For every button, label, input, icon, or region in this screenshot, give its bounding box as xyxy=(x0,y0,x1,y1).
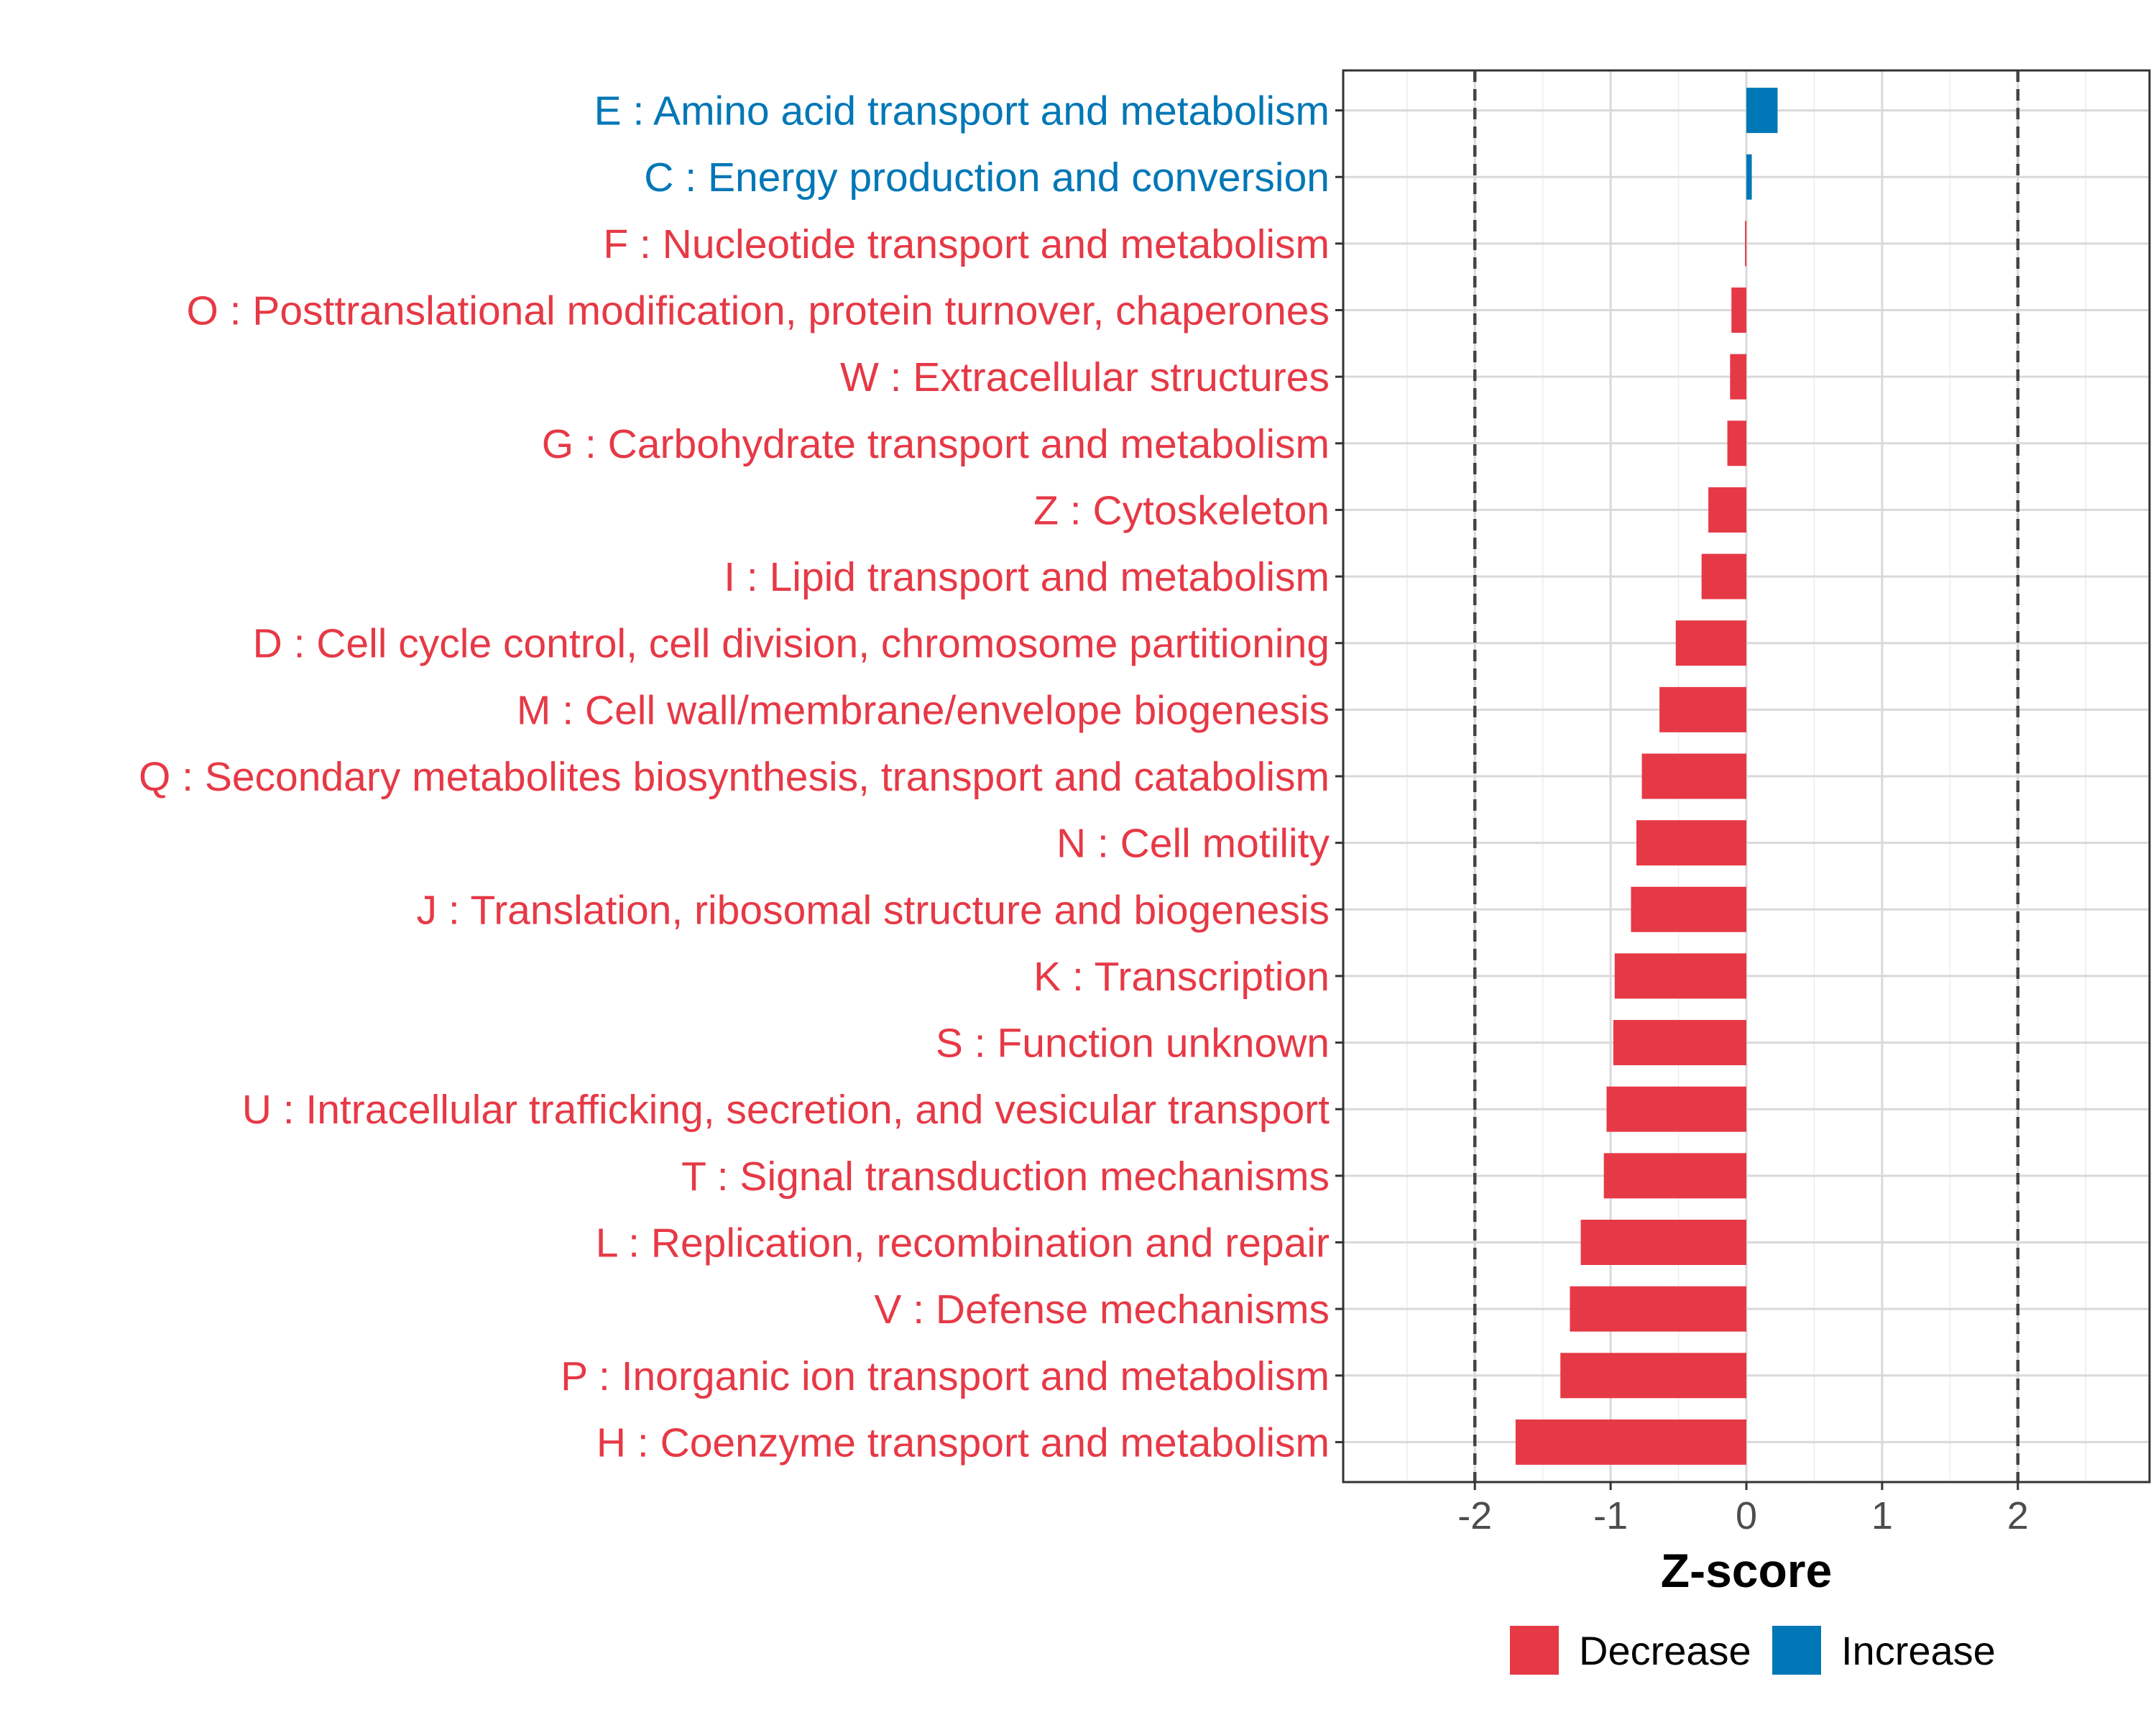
bar-I xyxy=(1701,553,1746,599)
bar-E xyxy=(1746,88,1778,134)
category-label: V : Defense mechanisms xyxy=(874,1287,1330,1333)
bar-Z xyxy=(1708,487,1746,533)
legend-label-increase: Increase xyxy=(1841,1628,1996,1673)
bar-W xyxy=(1730,354,1746,400)
bar-D xyxy=(1675,620,1746,666)
x-axis-ticks: -2 -1 0 1 2 xyxy=(1457,1482,2029,1537)
bar-V xyxy=(1570,1286,1746,1332)
bar-J xyxy=(1631,886,1746,932)
bar-P xyxy=(1560,1353,1746,1399)
bar-M xyxy=(1659,686,1746,732)
category-label: C : Energy production and conversion xyxy=(644,155,1330,201)
category-label: N : Cell motility xyxy=(1056,821,1330,867)
legend-label-decrease: Decrease xyxy=(1579,1628,1751,1673)
category-label: Z : Cytoskeleton xyxy=(1033,487,1330,533)
category-label: G : Carbohydrate transport and metabolis… xyxy=(542,421,1330,467)
bar-T xyxy=(1603,1153,1746,1199)
bar-L xyxy=(1580,1219,1746,1265)
bar-U xyxy=(1606,1086,1746,1132)
category-label: S : Function unknown xyxy=(936,1021,1330,1067)
category-label: O : Posttranslational modification, prot… xyxy=(186,288,1330,334)
category-label: J : Translation, ribosomal structure and… xyxy=(417,887,1330,933)
category-label: L : Replication, recombination and repai… xyxy=(596,1220,1330,1266)
bar-Q xyxy=(1641,753,1746,799)
bars-layer xyxy=(1515,88,1778,1465)
bar-F xyxy=(1745,221,1747,267)
x-tick-label: 1 xyxy=(1871,1494,1893,1537)
legend-swatch-decrease xyxy=(1510,1626,1559,1675)
bar-O xyxy=(1731,288,1746,334)
category-label: Q : Secondary metabolites biosynthesis, … xyxy=(139,754,1330,800)
x-tick-label: -1 xyxy=(1593,1494,1628,1537)
category-labels: E : Amino acid transport and metabolism C… xyxy=(139,88,1343,1466)
category-label: F : Nucleotide transport and metabolism xyxy=(603,221,1330,267)
category-label: D : Cell cycle control, cell division, c… xyxy=(253,621,1330,667)
x-tick-label: -2 xyxy=(1457,1494,1492,1537)
bar-H xyxy=(1515,1419,1746,1465)
x-axis-title: Z-score xyxy=(1661,1544,1832,1597)
legend-swatch-increase xyxy=(1772,1626,1821,1675)
legend: Decrease Increase xyxy=(1510,1626,1996,1675)
category-label: E : Amino acid transport and metabolism xyxy=(594,88,1330,134)
category-label: P : Inorganic ion transport and metaboli… xyxy=(561,1353,1330,1399)
bar-N xyxy=(1636,820,1746,866)
category-label: U : Intracellular trafficking, secretion… xyxy=(242,1087,1330,1133)
x-tick-label: 0 xyxy=(1736,1494,1757,1537)
bar-K xyxy=(1614,953,1746,999)
category-label: H : Coenzyme transport and metabolism xyxy=(596,1420,1330,1466)
x-tick-label: 2 xyxy=(2007,1494,2029,1537)
bar-C xyxy=(1746,154,1752,200)
category-label: K : Transcription xyxy=(1033,954,1330,1000)
category-label: W : Extracellular structures xyxy=(840,354,1330,400)
category-label: M : Cell wall/membrane/envelope biogenes… xyxy=(517,687,1330,733)
category-label: T : Signal transduction mechanisms xyxy=(681,1154,1330,1200)
category-label: I : Lipid transport and metabolism xyxy=(724,554,1330,600)
reference-lines xyxy=(1473,70,2020,1482)
bar-G xyxy=(1727,420,1746,466)
bar-S xyxy=(1613,1020,1746,1066)
